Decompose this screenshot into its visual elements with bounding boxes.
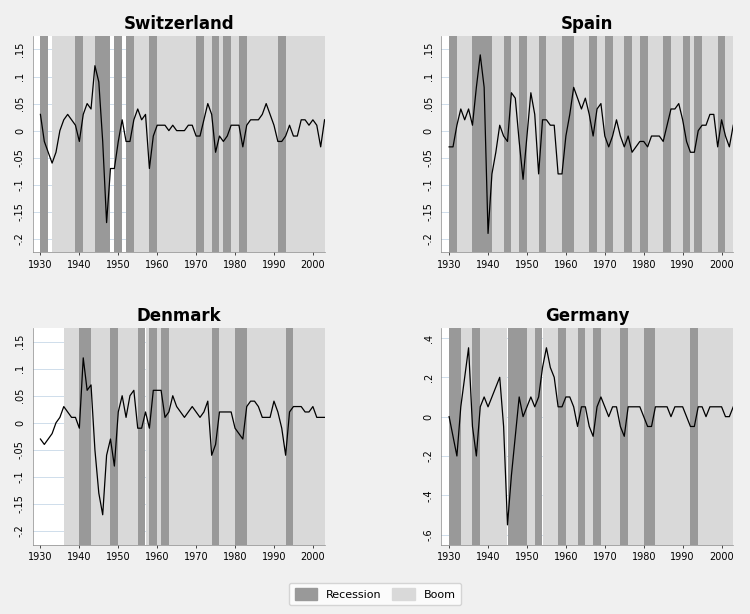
Bar bbox=[585, 328, 593, 545]
Bar bbox=[247, 36, 278, 252]
Bar bbox=[566, 328, 578, 545]
Bar bbox=[694, 36, 702, 252]
Bar bbox=[52, 36, 80, 252]
Title: Switzerland: Switzerland bbox=[123, 15, 234, 33]
Bar bbox=[620, 328, 628, 545]
Bar bbox=[593, 328, 601, 545]
Bar bbox=[644, 328, 656, 545]
Bar bbox=[196, 36, 204, 252]
Bar bbox=[110, 328, 118, 545]
Bar bbox=[149, 36, 158, 252]
Bar bbox=[239, 36, 247, 252]
Bar bbox=[628, 328, 644, 545]
Title: Spain: Spain bbox=[561, 15, 614, 33]
Bar bbox=[702, 36, 718, 252]
Bar bbox=[118, 328, 138, 545]
Bar bbox=[220, 36, 224, 252]
Bar bbox=[647, 36, 663, 252]
Bar bbox=[640, 36, 647, 252]
Bar bbox=[535, 328, 542, 545]
Bar bbox=[562, 36, 574, 252]
Bar bbox=[590, 36, 597, 252]
Bar bbox=[231, 36, 239, 252]
Bar bbox=[95, 36, 110, 252]
Bar bbox=[538, 36, 547, 252]
Bar bbox=[293, 328, 328, 545]
Bar bbox=[286, 36, 328, 252]
Bar bbox=[64, 328, 80, 545]
Bar bbox=[472, 36, 492, 252]
Bar bbox=[76, 36, 83, 252]
Bar bbox=[691, 36, 694, 252]
Bar bbox=[138, 328, 146, 545]
Bar bbox=[725, 36, 737, 252]
Bar bbox=[115, 36, 122, 252]
Bar bbox=[449, 328, 460, 545]
Bar bbox=[161, 328, 169, 545]
Bar bbox=[211, 328, 220, 545]
Bar bbox=[449, 36, 457, 252]
Bar bbox=[286, 328, 293, 545]
Bar bbox=[508, 328, 527, 545]
Bar bbox=[169, 328, 211, 545]
Bar bbox=[134, 36, 149, 252]
Bar bbox=[247, 328, 286, 545]
Bar bbox=[83, 36, 95, 252]
Bar bbox=[40, 36, 48, 252]
Bar bbox=[146, 328, 149, 545]
Bar bbox=[149, 328, 158, 545]
Bar bbox=[492, 36, 503, 252]
Bar bbox=[604, 36, 613, 252]
Bar bbox=[632, 36, 640, 252]
Bar bbox=[624, 36, 632, 252]
Bar bbox=[126, 36, 134, 252]
Bar bbox=[698, 328, 737, 545]
Bar bbox=[578, 328, 585, 545]
Bar bbox=[503, 36, 512, 252]
Bar bbox=[601, 328, 620, 545]
Bar bbox=[663, 36, 671, 252]
Bar bbox=[527, 36, 538, 252]
Bar bbox=[80, 328, 91, 545]
Bar bbox=[220, 328, 235, 545]
Bar bbox=[671, 36, 682, 252]
Bar bbox=[682, 36, 691, 252]
Bar bbox=[547, 36, 562, 252]
Bar bbox=[91, 328, 110, 545]
Bar bbox=[224, 36, 231, 252]
Title: Denmark: Denmark bbox=[136, 307, 221, 325]
Title: Germany: Germany bbox=[545, 307, 629, 325]
Bar bbox=[558, 328, 566, 545]
Legend: Recession, Boom: Recession, Boom bbox=[289, 583, 461, 605]
Bar bbox=[460, 328, 472, 545]
Bar bbox=[574, 36, 590, 252]
Bar bbox=[480, 328, 508, 545]
Bar bbox=[519, 36, 527, 252]
Bar bbox=[278, 36, 286, 252]
Bar bbox=[235, 328, 247, 545]
Bar bbox=[158, 328, 161, 545]
Bar bbox=[512, 36, 519, 252]
Bar bbox=[527, 328, 535, 545]
Bar bbox=[597, 36, 604, 252]
Bar bbox=[158, 36, 196, 252]
Bar bbox=[718, 36, 725, 252]
Bar bbox=[542, 328, 558, 545]
Bar bbox=[613, 36, 624, 252]
Bar bbox=[691, 328, 698, 545]
Bar bbox=[472, 328, 480, 545]
Bar bbox=[211, 36, 220, 252]
Bar bbox=[204, 36, 212, 252]
Bar bbox=[457, 36, 472, 252]
Bar bbox=[656, 328, 691, 545]
